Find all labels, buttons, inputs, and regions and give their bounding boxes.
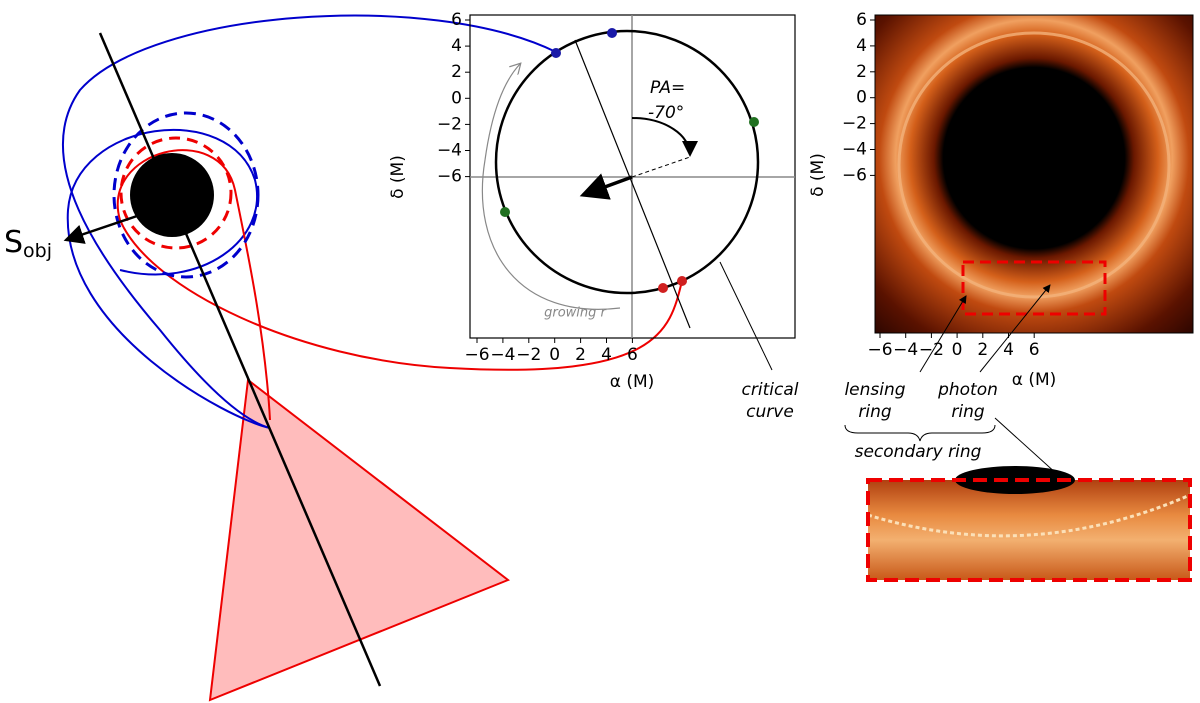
x-tick-label: −2 xyxy=(919,340,944,360)
point xyxy=(607,28,617,38)
blue-dashed-orbit xyxy=(112,111,260,279)
x-axis-label: α (M) xyxy=(610,372,655,392)
photon-pointer xyxy=(979,284,1051,373)
y-tick-label: 4 xyxy=(451,36,462,56)
lensing-label: ring xyxy=(858,402,891,422)
y-tick-label: 4 xyxy=(856,36,867,56)
source-main: S xyxy=(4,225,23,260)
x-tick-label: 6 xyxy=(1029,340,1040,360)
photon-ring xyxy=(897,31,1171,299)
point xyxy=(658,283,668,293)
red-dashed-orbit xyxy=(119,136,233,250)
point xyxy=(500,207,510,217)
y-tick-label: 0 xyxy=(856,88,867,108)
middle-plot: PA= -70° growing r critical curve α (M) … xyxy=(388,10,799,422)
point xyxy=(551,48,561,58)
growing-label: growing r xyxy=(544,306,607,321)
pa-value: -70° xyxy=(648,103,684,123)
x-tick-label: 0 xyxy=(952,340,963,360)
pa-label: PA= xyxy=(650,78,685,98)
x-tick-label: −4 xyxy=(490,345,515,365)
blue-ray xyxy=(62,14,557,429)
growing-arrow xyxy=(481,64,621,310)
source-sub: obj xyxy=(23,240,52,262)
right-plot: lensing ring photon ring secondary ring … xyxy=(808,10,1194,582)
projected-axis xyxy=(574,39,691,329)
y-tick-label: −4 xyxy=(437,141,462,161)
y-tick-label: −6 xyxy=(437,167,462,187)
left-diagram: Sobj xyxy=(4,14,683,702)
red-ray xyxy=(116,149,683,421)
x-tick-label: 6 xyxy=(627,345,638,365)
lensing-label: lensing xyxy=(844,380,905,400)
x-axis-label: α (M) xyxy=(1012,370,1057,390)
critical-label: curve xyxy=(746,402,794,422)
image xyxy=(875,15,1193,333)
inset-image xyxy=(868,480,1190,580)
y-tick-label: 2 xyxy=(856,62,867,82)
black-hole xyxy=(130,153,214,237)
x-tick-label: −6 xyxy=(867,340,892,360)
x-tick-label: 4 xyxy=(601,345,612,365)
y-axis-label: δ (M) xyxy=(388,155,408,199)
photon-label: photon xyxy=(937,380,998,400)
spin-axis xyxy=(98,32,382,687)
x-tick-label: 2 xyxy=(575,345,586,365)
brace xyxy=(844,424,996,442)
x-tick-label: −4 xyxy=(893,340,918,360)
pa-direction xyxy=(631,156,691,178)
inset-ring xyxy=(867,493,1191,538)
x-tick-label: −2 xyxy=(516,345,541,365)
point xyxy=(749,117,759,127)
y-tick-label: −4 xyxy=(842,140,867,160)
y-tick-label: −2 xyxy=(842,114,867,134)
y-tick-label: 0 xyxy=(451,88,462,108)
inset-frame xyxy=(866,478,1192,582)
y-tick-label: 2 xyxy=(451,62,462,82)
source-arrow xyxy=(63,213,141,244)
x-tick-label: 4 xyxy=(1003,340,1014,360)
critical-pointer xyxy=(719,261,773,371)
x-tick-label: 2 xyxy=(977,340,988,360)
y-axis-label: δ (M) xyxy=(808,153,828,197)
secondary-label: secondary ring xyxy=(855,442,982,462)
y-tick-label: 6 xyxy=(451,10,462,30)
cone xyxy=(208,378,510,702)
x-tick-label: 0 xyxy=(549,345,560,365)
pa-arc xyxy=(631,117,698,157)
y-tick-label: −6 xyxy=(842,165,867,185)
lensing-pointer xyxy=(919,295,967,373)
spin-arrow xyxy=(579,173,633,200)
zoom-box xyxy=(961,260,1107,316)
source-label: Sobj xyxy=(4,225,52,262)
x-tick-label: −6 xyxy=(464,345,489,365)
y-tick-label: −2 xyxy=(437,114,462,134)
critical-curve xyxy=(494,29,760,295)
critical-label: critical xyxy=(742,380,799,400)
photon-label: ring xyxy=(951,402,984,422)
y-tick-label: 6 xyxy=(856,10,867,30)
point xyxy=(677,276,687,286)
